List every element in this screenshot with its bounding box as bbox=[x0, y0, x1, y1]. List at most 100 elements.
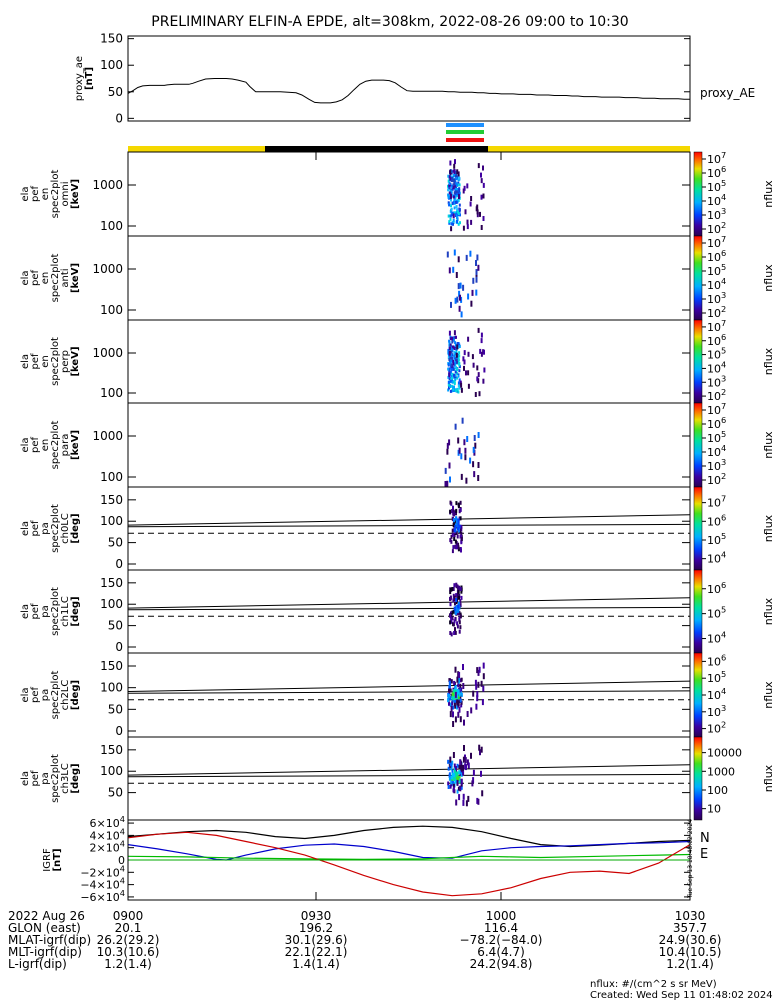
row-value: 1.2(1.4) bbox=[104, 957, 152, 971]
flux-cell bbox=[469, 201, 472, 207]
colorbar-tick-label: 102 bbox=[707, 720, 726, 736]
flux-cell bbox=[450, 191, 453, 195]
flux-cell bbox=[454, 691, 457, 698]
y-tick-label: 50 bbox=[108, 786, 123, 800]
flux-cell bbox=[450, 539, 453, 544]
flux-cell bbox=[475, 276, 478, 283]
flux-cell bbox=[451, 516, 454, 521]
flux-cell bbox=[458, 595, 460, 600]
flux-cell bbox=[449, 762, 452, 767]
flux-cell bbox=[450, 766, 453, 771]
flux-cell bbox=[454, 184, 457, 188]
flux-cell bbox=[477, 681, 480, 688]
flux-cell bbox=[480, 194, 483, 200]
flux-cell bbox=[464, 209, 467, 215]
flux-cell bbox=[448, 343, 451, 347]
y-tick-label: 50 bbox=[108, 702, 123, 716]
row-label: 2022 Aug 26 bbox=[8, 909, 85, 923]
flux-cell bbox=[452, 336, 455, 340]
shadow-bar bbox=[265, 146, 488, 152]
panel-ylabel: ela pef en spec2plot anti [keV] bbox=[20, 254, 81, 303]
label-base: 10 bbox=[707, 209, 721, 222]
row-value: 6.4(4.7) bbox=[477, 945, 525, 959]
flux-cell bbox=[459, 614, 462, 619]
flux-cell bbox=[455, 610, 457, 615]
flux-cell bbox=[477, 327, 480, 333]
label-base: 10 bbox=[707, 404, 721, 417]
flux-cell bbox=[456, 763, 459, 768]
flux-cell bbox=[455, 192, 458, 196]
panel-frame bbox=[127, 151, 691, 237]
flux-cell bbox=[448, 182, 451, 185]
label-base: 10 bbox=[707, 446, 721, 459]
panel-label-line: IGRF bbox=[42, 848, 53, 872]
flux-cell bbox=[463, 745, 465, 751]
flux-cell bbox=[457, 604, 460, 609]
flux-cell bbox=[452, 266, 455, 273]
y-tick-label: 1000 bbox=[92, 178, 123, 192]
flux-cell bbox=[472, 461, 475, 468]
flux-cell bbox=[446, 448, 449, 455]
flux-cell bbox=[455, 177, 458, 180]
flux-cell bbox=[464, 763, 467, 770]
panel-frame bbox=[127, 35, 691, 122]
panel-label-line: para bbox=[60, 434, 71, 457]
flux-cell bbox=[466, 219, 469, 225]
flux-cell bbox=[452, 169, 455, 173]
label-base: 10 bbox=[707, 335, 721, 348]
flux-cell bbox=[482, 685, 485, 692]
flux-cell bbox=[455, 777, 458, 782]
flux-cell bbox=[450, 350, 453, 354]
flux-cell bbox=[458, 386, 461, 390]
row-value: 196.2 bbox=[299, 921, 333, 935]
panel-label-line: pa bbox=[40, 522, 51, 534]
flux-cell bbox=[457, 542, 460, 547]
flux-cell bbox=[472, 769, 475, 776]
flux-cell bbox=[449, 688, 452, 693]
flux-cell bbox=[455, 188, 458, 192]
label-base: 10 bbox=[707, 583, 721, 596]
flux-cell bbox=[460, 473, 463, 480]
flux-cell bbox=[458, 189, 461, 192]
flux-cell bbox=[453, 619, 456, 624]
flux-cell bbox=[480, 332, 483, 338]
igrf-grf_z-line bbox=[127, 831, 691, 897]
flux-cell bbox=[449, 385, 451, 389]
flux-cell bbox=[457, 183, 460, 187]
flux-cell bbox=[447, 766, 450, 771]
flux-cell bbox=[447, 367, 450, 371]
flux-cell bbox=[449, 217, 452, 221]
flux-cell bbox=[460, 687, 463, 692]
label-base: 4×10 bbox=[90, 829, 120, 842]
label-base: 10 bbox=[707, 237, 721, 250]
flux-cell bbox=[447, 759, 450, 764]
flux-cell bbox=[457, 611, 460, 616]
flux-cell bbox=[457, 711, 460, 718]
flux-cell bbox=[448, 267, 451, 274]
label-base: 10 bbox=[707, 153, 721, 166]
flux-cell bbox=[482, 673, 485, 680]
flux-cell bbox=[460, 595, 463, 600]
flux-cell bbox=[448, 185, 451, 189]
flux-cell bbox=[457, 346, 460, 350]
label-exponent: 2 bbox=[721, 387, 726, 397]
panel-label-line: spec2plot bbox=[50, 170, 61, 219]
flux-cell bbox=[451, 184, 454, 188]
flux-cell bbox=[457, 777, 460, 781]
flux-cell bbox=[455, 598, 458, 602]
flux-cell bbox=[463, 350, 466, 356]
flux-cell bbox=[454, 773, 457, 778]
colorbar-label: nflux bbox=[762, 764, 775, 792]
label-exponent: 5 bbox=[721, 346, 726, 356]
flux-cell bbox=[457, 689, 460, 694]
flux-cell bbox=[449, 356, 452, 360]
flux-cell bbox=[447, 785, 450, 789]
y-tick-label: 1000 bbox=[92, 429, 123, 443]
flux-cell bbox=[452, 213, 455, 219]
label-exponent: 3 bbox=[721, 703, 726, 713]
flux-cell bbox=[448, 772, 451, 777]
label-exponent: 4 bbox=[721, 630, 726, 640]
